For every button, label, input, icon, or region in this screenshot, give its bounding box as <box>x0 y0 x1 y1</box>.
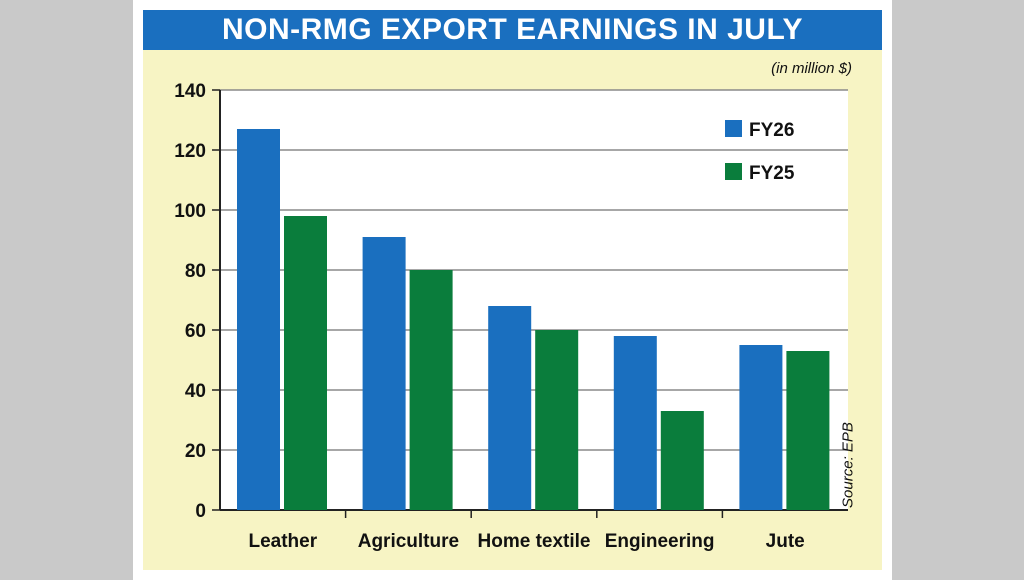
bar-chart: 0 20 40 60 80 100 120 140 Leather Agriculture Home… <box>174 81 848 552</box>
y-tick-label: 140 <box>174 81 206 102</box>
y-tick-label: 120 <box>174 141 206 162</box>
chart-card: NON-RMG EXPORT EARNINGS IN JULY (in mill… <box>133 0 892 580</box>
units-label: (in million $) <box>771 60 852 77</box>
y-tick-label: 20 <box>185 441 206 462</box>
chart-title: NON-RMG EXPORT EARNINGS IN JULY <box>221 13 804 46</box>
legend-swatch-fy25 <box>725 163 742 180</box>
bar-fy25-leather <box>284 216 327 510</box>
title-bar: NON-RMG EXPORT EARNINGS IN JULY <box>143 10 882 50</box>
x-category-label: Leather <box>248 531 317 552</box>
bar-fy25-home-textile <box>535 330 579 510</box>
y-tick-label: 0 <box>195 501 206 522</box>
bar-fy26-jute <box>739 345 783 510</box>
bar-fy26-engineering <box>613 336 657 510</box>
legend-swatch-fy26 <box>725 120 742 137</box>
x-category-label: Home textile <box>478 531 591 552</box>
bar-fy25-engineering <box>660 411 704 510</box>
bar-fy26-leather <box>237 129 280 510</box>
bar-fy25-jute <box>786 351 830 510</box>
y-tick-label: 40 <box>185 381 206 402</box>
x-category-label: Agriculture <box>358 531 459 552</box>
bar-fy26-agriculture <box>362 237 406 510</box>
y-tick-label: 100 <box>174 201 206 222</box>
y-tick-label: 80 <box>185 261 206 282</box>
chart-panel: NON-RMG EXPORT EARNINGS IN JULY (in mill… <box>143 10 882 570</box>
legend-label-fy26: FY26 <box>749 120 794 141</box>
y-tick-label: 60 <box>185 321 206 342</box>
x-category-label: Engineering <box>605 531 715 552</box>
legend-label-fy25: FY25 <box>749 163 795 184</box>
x-category-label: Jute <box>766 531 805 552</box>
source-note: Source: EPB <box>839 422 857 508</box>
bar-fy26-home-textile <box>488 306 532 510</box>
bar-fy25-agriculture <box>409 270 453 510</box>
